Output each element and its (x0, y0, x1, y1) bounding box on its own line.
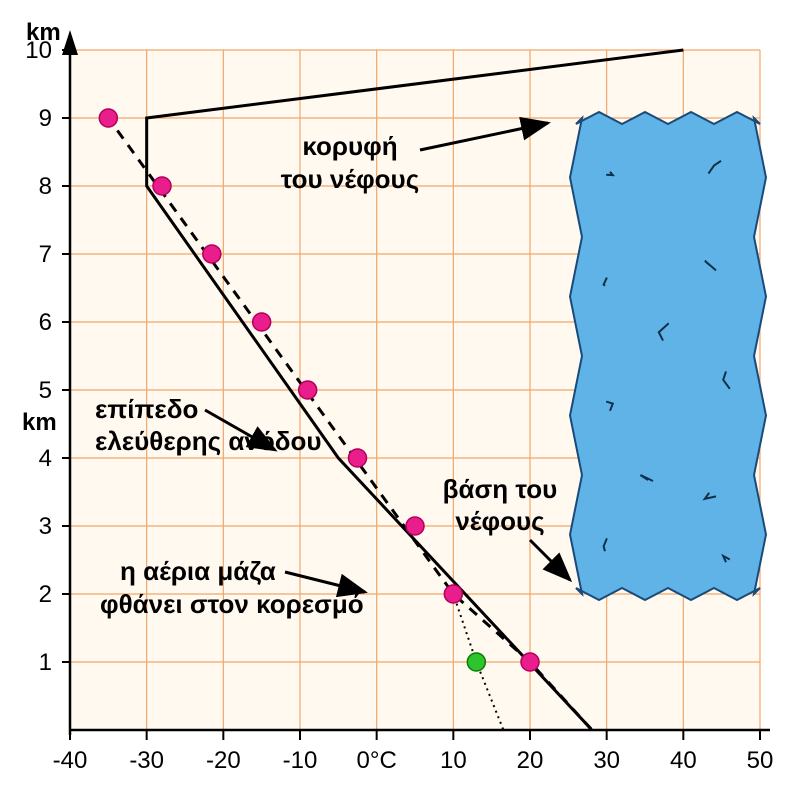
svg-text:7: 7 (39, 241, 52, 268)
svg-text:5: 5 (39, 377, 52, 404)
svg-text:1: 1 (39, 649, 52, 676)
svg-text:9: 9 (39, 105, 52, 132)
svg-text:-30: -30 (129, 747, 164, 774)
label-cloud-top-1: κορυφή (302, 131, 397, 161)
svg-text:6: 6 (39, 309, 52, 336)
y-unit-top: km (26, 19, 61, 46)
x-ticks: -40 -30 -20 -10 0°C 10 20 30 40 50 (53, 730, 774, 774)
chart-svg: -40 -30 -20 -10 0°C 10 20 30 40 50 1 2 3 4 5 6 7 8 9 10 κο… (0, 0, 800, 787)
svg-text:3: 3 (39, 513, 52, 540)
label-cloud-top-2: του νέφους (281, 164, 419, 194)
green-dot (467, 653, 485, 671)
svg-text:-10: -10 (283, 747, 318, 774)
label-parcel-2: φθάνει στον κορεσμό (100, 589, 364, 619)
y-ticks: 12345678910 (25, 37, 70, 676)
svg-text:10: 10 (440, 747, 467, 774)
svg-text:30: 30 (593, 747, 620, 774)
svg-text:0°C: 0°C (357, 747, 397, 774)
svg-text:2: 2 (39, 581, 52, 608)
svg-text:4: 4 (39, 445, 52, 472)
cloud-shape (570, 112, 766, 600)
label-free-level-1: επίπεδο (95, 394, 198, 424)
svg-text:8: 8 (39, 173, 52, 200)
svg-text:40: 40 (670, 747, 697, 774)
y-axis-arrow (62, 30, 78, 55)
label-cloud-base-2: νέφους (455, 506, 544, 536)
svg-text:-20: -20 (206, 747, 241, 774)
y-unit-mid: km (22, 409, 57, 436)
label-free-level-2: ελεύθερης ανόδου (95, 426, 321, 456)
svg-text:50: 50 (747, 747, 774, 774)
label-cloud-base-1: βάση του (443, 474, 558, 504)
svg-text:20: 20 (517, 747, 544, 774)
svg-text:-40: -40 (53, 747, 88, 774)
label-parcel-1: η αέρια μάζα (120, 556, 276, 586)
